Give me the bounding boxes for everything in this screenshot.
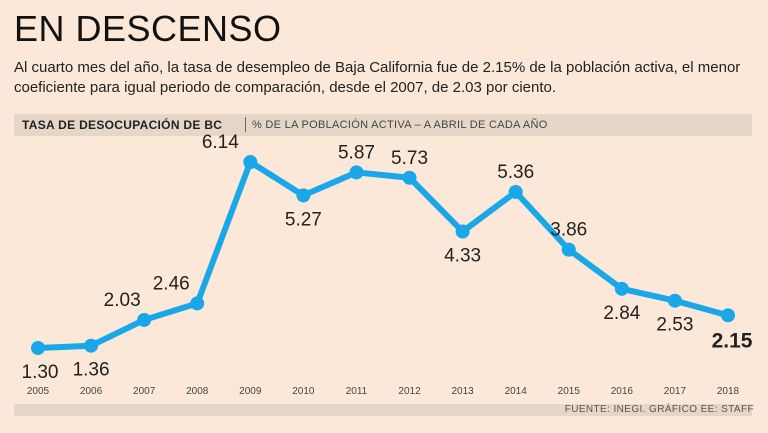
data-label-2007: 2.03 <box>104 290 141 311</box>
data-label-2018: 2.15 <box>712 329 753 352</box>
x-tick-2010: 2010 <box>292 386 315 397</box>
data-label-2011: 5.87 <box>338 142 375 163</box>
data-point-2008 <box>190 296 205 311</box>
data-label-2012: 5.73 <box>391 148 428 169</box>
data-label-2014: 5.36 <box>497 162 534 183</box>
data-point-2007 <box>137 312 152 327</box>
page-title: EN DESCENSO <box>14 8 282 49</box>
x-tick-2007: 2007 <box>133 386 156 397</box>
data-point-2018 <box>721 308 735 323</box>
data-label-2013: 4.33 <box>444 246 481 267</box>
chart-header-band: TASA DE DESOCUPACIÓN DE BC % DE LA POBLA… <box>14 114 752 136</box>
x-tick-2017: 2017 <box>664 386 687 397</box>
series-line <box>35 159 731 351</box>
data-point-2005 <box>31 341 45 355</box>
x-tick-2012: 2012 <box>398 386 421 397</box>
chart-title: TASA DE DESOCUPACIÓN DE BC <box>22 118 223 132</box>
x-tick-2005: 2005 <box>27 386 50 397</box>
data-point-2012 <box>402 170 417 185</box>
x-tick-2006: 2006 <box>80 386 103 397</box>
x-tick-2014: 2014 <box>505 386 528 397</box>
x-tick-2011: 2011 <box>346 386 368 397</box>
data-label-2006: 1.36 <box>73 360 110 381</box>
data-point-2006 <box>84 338 99 353</box>
band-divider <box>245 117 246 132</box>
data-point-2017 <box>667 293 682 308</box>
data-label-2005: 1.30 <box>22 362 59 383</box>
data-point-2011 <box>349 165 364 180</box>
chart-unit-label: % DE LA POBLACIÓN ACTIVA – A ABRIL DE CA… <box>252 119 548 131</box>
footer-band <box>14 404 752 416</box>
data-label-2015: 3.86 <box>550 220 587 241</box>
data-point-2016 <box>614 281 629 296</box>
data-point-2010 <box>296 188 311 203</box>
data-point-2013 <box>455 224 470 239</box>
x-tick-2013: 2013 <box>451 386 474 397</box>
x-tick-2018: 2018 <box>717 386 740 397</box>
data-label-2010: 5.27 <box>285 209 322 230</box>
data-label-2008: 2.46 <box>153 273 190 294</box>
chart-subtitle: Al cuarto mes del año, la tasa de desemp… <box>14 59 741 96</box>
data-point-2014 <box>508 184 523 199</box>
x-tick-2009: 2009 <box>239 386 262 397</box>
data-point-2009 <box>243 155 258 169</box>
data-label-2009: 6.14 <box>202 132 239 153</box>
source-note: FUENTE: INEGI. GRÁFICO EE: STAFF <box>564 404 754 415</box>
x-tick-2016: 2016 <box>611 386 634 397</box>
data-label-2017: 2.53 <box>656 315 693 336</box>
data-point-2015 <box>561 242 576 257</box>
x-tick-2015: 2015 <box>558 386 581 397</box>
x-tick-2008: 2008 <box>186 386 209 397</box>
data-label-2016: 2.84 <box>603 303 640 324</box>
